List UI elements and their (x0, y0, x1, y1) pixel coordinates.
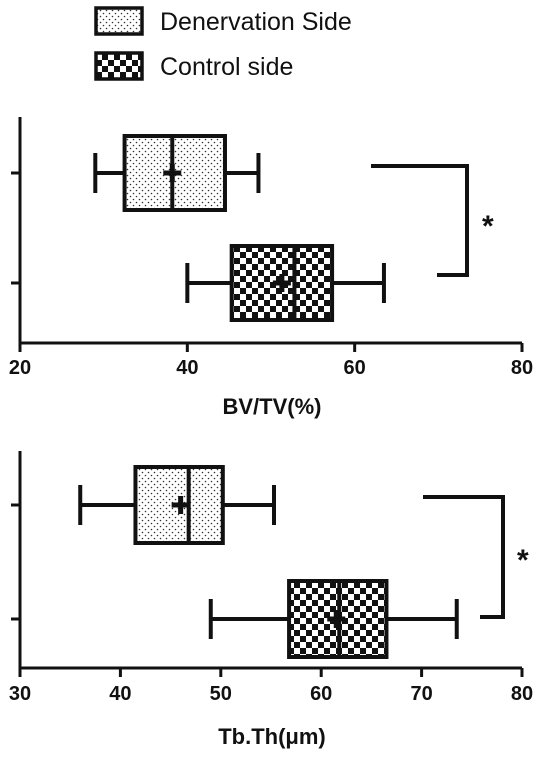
box-control (208, 579, 459, 659)
legend-swatch-checker (94, 51, 144, 81)
x-axis-title: BV/TV(%) (223, 394, 322, 419)
significance-star: * (482, 210, 494, 243)
x-axis-title: Tb.Th(μm) (218, 724, 326, 749)
box-control (185, 244, 386, 322)
x-tick-label: 20 (9, 357, 31, 379)
box-denervation (78, 465, 277, 545)
legend-item-denervation: Denervation Side (94, 6, 352, 36)
box-denervation (93, 134, 261, 212)
legend-label-denervation: Denervation Side (160, 8, 352, 36)
x-tick-label: 70 (410, 683, 432, 705)
significance-bracket (423, 495, 505, 619)
panel-bvtv: 20 40 60 80 BV/TV(%) * (9, 117, 533, 419)
x-tick-label: 60 (344, 357, 366, 379)
x-tick-label: 40 (109, 683, 131, 705)
x-tick-label: 40 (176, 357, 198, 379)
x-tick-label: 50 (210, 683, 232, 705)
legend-item-control: Control side (94, 51, 293, 81)
x-tick-label: 80 (511, 357, 533, 379)
significance-bracket (371, 164, 469, 277)
panel-tbth: 30 40 50 60 70 80 Tb.Th(μm) * (9, 451, 533, 749)
legend-label-control: Control side (160, 53, 293, 81)
x-tick-label: 30 (9, 683, 31, 705)
x-tick-label: 60 (310, 683, 332, 705)
significance-star: * (517, 544, 529, 577)
legend-swatch-dots (94, 6, 144, 36)
x-tick-label: 80 (511, 683, 533, 705)
legend: Denervation Side Control side (94, 6, 352, 81)
